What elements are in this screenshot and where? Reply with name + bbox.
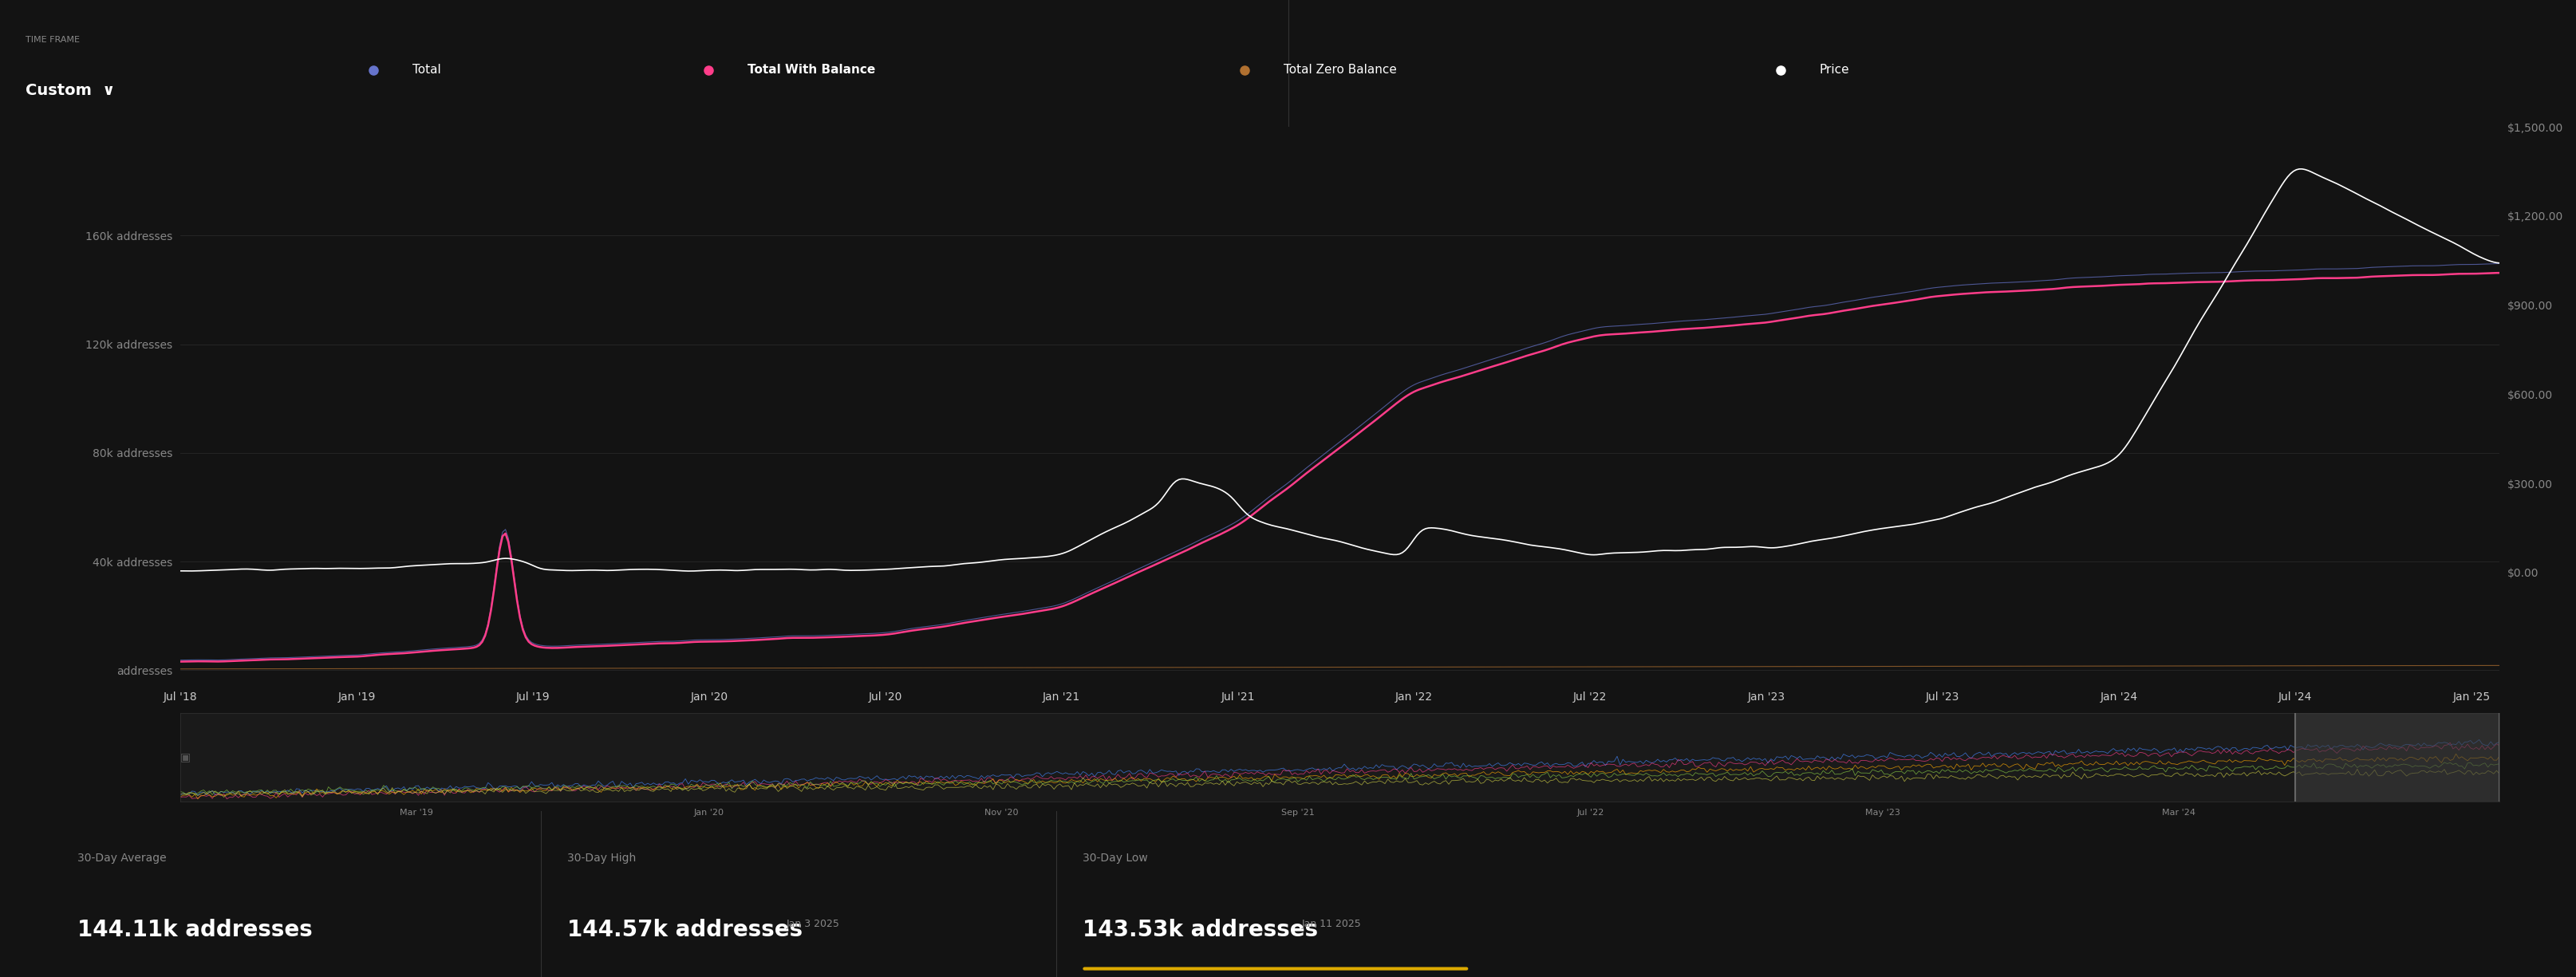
Text: Jan 3 2025: Jan 3 2025 — [786, 918, 840, 929]
Text: Price: Price — [1819, 64, 1850, 76]
Text: 143.53k addresses: 143.53k addresses — [1082, 918, 1316, 941]
Text: TIME FRAME: TIME FRAME — [26, 35, 80, 44]
Text: ▣: ▣ — [180, 751, 191, 763]
Text: Total With Balance: Total With Balance — [747, 64, 876, 76]
Text: 144.11k addresses: 144.11k addresses — [77, 918, 312, 941]
Text: Total: Total — [412, 64, 440, 76]
Text: Jan 11 2025: Jan 11 2025 — [1301, 918, 1360, 929]
Text: Total Zero Balance: Total Zero Balance — [1283, 64, 1396, 76]
Text: 30-Day Average: 30-Day Average — [77, 852, 167, 864]
Text: 30-Day Low: 30-Day Low — [1082, 852, 1146, 864]
Text: Custom  ∨: Custom ∨ — [26, 83, 116, 98]
Bar — [2295, 713, 2499, 801]
Text: 30-Day High: 30-Day High — [567, 852, 636, 864]
Text: 144.57k addresses: 144.57k addresses — [567, 918, 801, 941]
